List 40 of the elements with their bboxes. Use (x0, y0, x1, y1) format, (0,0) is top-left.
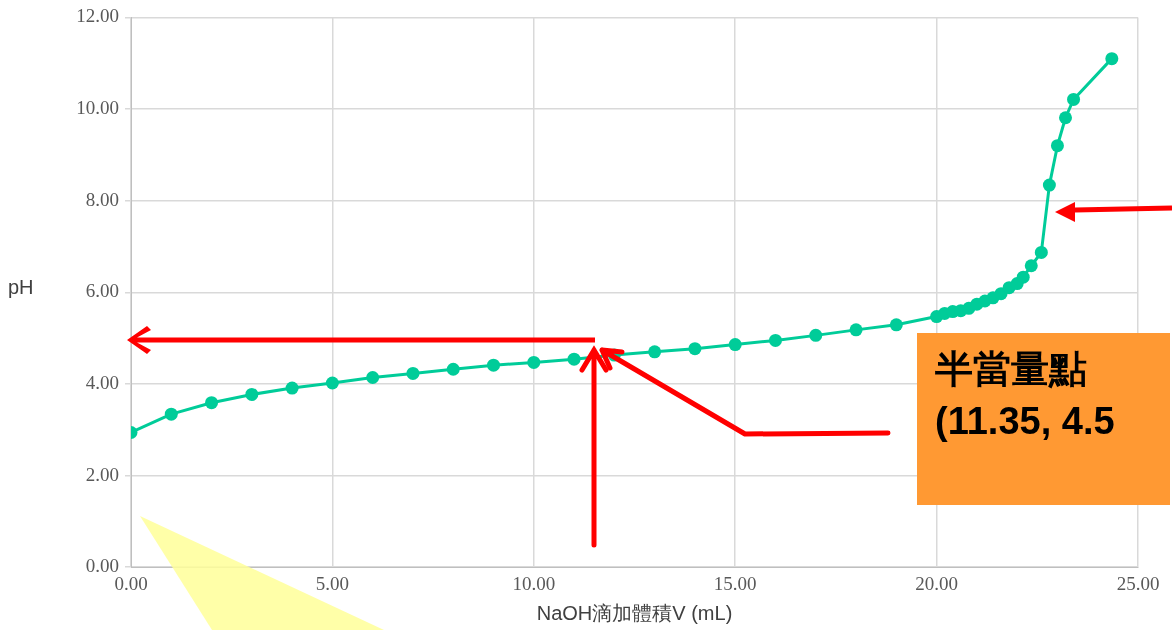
point (164, 407, 178, 421)
point (205, 396, 219, 410)
y-tick-label: 6.00 (85, 280, 119, 302)
point (688, 342, 702, 356)
y-tick-label: 4.00 (85, 371, 119, 393)
y-axis-title: pH (8, 276, 34, 299)
point (1034, 245, 1048, 259)
point (446, 362, 460, 376)
point (648, 345, 662, 359)
point (1042, 178, 1056, 192)
x-axis-title: NaOH滴加體積V (mL) (536, 601, 733, 624)
y-tick-label: 10.00 (76, 97, 119, 119)
point (527, 355, 541, 369)
point (245, 387, 259, 401)
point (567, 352, 581, 366)
y-tick-label: 2.00 (85, 463, 119, 485)
point (285, 381, 299, 395)
x-tick-label: 20.00 (915, 572, 958, 594)
point (768, 333, 782, 347)
x-tick-label: 15.00 (713, 572, 757, 594)
x-tick-label: 5.00 (315, 572, 350, 594)
point (849, 323, 863, 337)
y-tick-label: 8.00 (85, 188, 119, 210)
y-tick-label: 12.00 (76, 5, 119, 27)
point (1016, 270, 1030, 284)
point (406, 366, 420, 380)
point (366, 371, 380, 385)
x-tick-label: 25.00 (1116, 572, 1160, 594)
point (728, 338, 742, 352)
point (1067, 92, 1081, 106)
x-tick-label: 10.00 (512, 572, 556, 594)
point (1059, 111, 1072, 125)
point (487, 358, 501, 372)
point (325, 376, 339, 390)
point (1050, 139, 1064, 153)
point (809, 328, 823, 342)
annotation: 半當量點 (11.35, 4.5 (917, 333, 1170, 505)
point (889, 318, 903, 332)
point (1105, 52, 1119, 66)
point (1024, 259, 1038, 273)
